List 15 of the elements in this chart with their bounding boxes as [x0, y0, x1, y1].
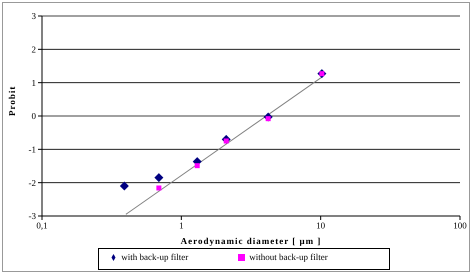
y-tick-label: -3: [28, 211, 36, 222]
x-tick-label: 10: [316, 220, 326, 230]
legend-label: without back-up filter: [249, 252, 328, 262]
y-axis-title: Probit: [7, 86, 18, 116]
y-tick-label: 3: [32, 11, 36, 22]
y-tick-label: -1: [28, 144, 36, 155]
y-tick-label: 1: [32, 78, 36, 88]
x-tick-label: 0,1: [36, 220, 48, 230]
y-tick-label: -2: [28, 178, 36, 188]
legend-label: with back-up filter: [121, 252, 188, 262]
x-axis-title: Aerodynamic diameter [ μm ]: [180, 236, 322, 246]
y-tick-label: 2: [32, 44, 36, 55]
x-tick-label: 100: [453, 220, 468, 230]
y-tick-label: 0: [32, 111, 36, 122]
x-tick-label: 1: [179, 220, 184, 230]
